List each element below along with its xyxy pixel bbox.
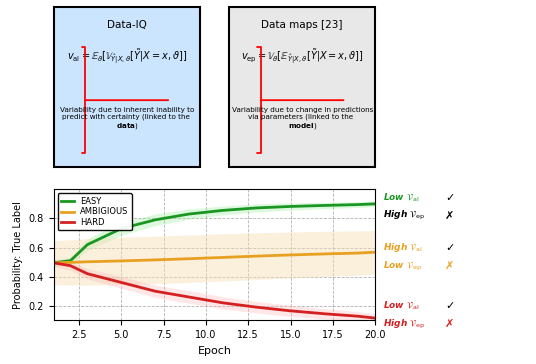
AMBIGIOUS <box>321 252 327 256</box>
AMBIGIOUS <box>287 253 294 257</box>
AMBIGIOUS <box>186 257 192 261</box>
Text: ✗: ✗ <box>445 319 454 329</box>
Text: ✓: ✓ <box>445 193 454 203</box>
Text: Variability due to change in predictions
via parameters (linked to the 
$\mathbf: Variability due to change in predictions… <box>232 107 373 131</box>
HARD <box>321 312 327 316</box>
Line: EASY: EASY <box>54 204 375 263</box>
Y-axis label: Probability: True Label: Probability: True Label <box>13 201 23 309</box>
Text: $v_{\mathrm{ep}} = \mathbb{V}_{\vartheta}[\mathbb{E}_{\hat{Y}|X,\vartheta}[\tild: $v_{\mathrm{ep}} = \mathbb{V}_{\vartheta… <box>241 47 363 66</box>
EASY <box>84 242 91 247</box>
HARD <box>372 316 378 320</box>
FancyBboxPatch shape <box>54 7 200 167</box>
AMBIGIOUS <box>50 261 57 265</box>
Text: High $\mathcal{V}_{\mathrm{ep}}$: High $\mathcal{V}_{\mathrm{ep}}$ <box>383 318 425 331</box>
EASY <box>186 212 192 216</box>
AMBIGIOUS <box>118 259 124 263</box>
EASY <box>254 206 260 210</box>
Text: $v_{\mathrm{al}} = \mathbb{E}_{\vartheta}[\mathbb{V}_{\hat{Y}|X,\vartheta}[\tild: $v_{\mathrm{al}} = \mathbb{E}_{\vartheta… <box>67 47 187 66</box>
AMBIGIOUS <box>355 251 361 255</box>
EASY <box>152 218 158 222</box>
EASY <box>220 208 226 213</box>
EASY <box>372 202 378 206</box>
HARD <box>68 264 74 268</box>
AMBIGIOUS <box>152 258 158 262</box>
Text: ✗: ✗ <box>445 211 454 221</box>
HARD <box>50 261 57 265</box>
Text: ✗: ✗ <box>445 261 454 271</box>
HARD <box>355 314 361 318</box>
AMBIGIOUS <box>254 254 260 258</box>
HARD <box>186 295 192 299</box>
HARD <box>220 301 226 305</box>
HARD <box>152 289 158 293</box>
EASY <box>355 202 361 207</box>
X-axis label: Epoch: Epoch <box>197 345 232 356</box>
Text: Variability due to inherent inability to
predict with certainty (linked to the 
: Variability due to inherent inability to… <box>59 107 194 131</box>
Text: ✓: ✓ <box>445 243 454 253</box>
FancyBboxPatch shape <box>229 7 375 167</box>
EASY <box>321 203 327 207</box>
AMBIGIOUS <box>84 260 91 264</box>
HARD <box>287 309 294 313</box>
AMBIGIOUS <box>68 260 74 265</box>
HARD <box>254 305 260 309</box>
Text: High $\mathcal{V}_{\mathrm{ep}}$: High $\mathcal{V}_{\mathrm{ep}}$ <box>383 209 425 222</box>
Text: Low $\mathcal{V}_{\mathrm{al}}$: Low $\mathcal{V}_{\mathrm{al}}$ <box>383 191 420 204</box>
EASY <box>68 258 74 263</box>
HARD <box>84 272 91 276</box>
Text: Data-IQ: Data-IQ <box>107 20 147 30</box>
HARD <box>118 280 124 285</box>
EASY <box>50 261 57 265</box>
Text: High $\mathcal{V}_{\mathrm{al}}$: High $\mathcal{V}_{\mathrm{al}}$ <box>383 241 423 254</box>
AMBIGIOUS <box>220 255 226 260</box>
EASY <box>118 226 124 231</box>
Legend: EASY, AMBIGIOUS, HARD: EASY, AMBIGIOUS, HARD <box>58 193 132 230</box>
Line: HARD: HARD <box>54 263 375 318</box>
Text: Low $\mathcal{V}_{\mathrm{ep}}$: Low $\mathcal{V}_{\mathrm{ep}}$ <box>383 260 422 273</box>
Text: ✓: ✓ <box>445 301 454 311</box>
AMBIGIOUS <box>372 250 378 254</box>
Text: Data maps [23]: Data maps [23] <box>262 20 343 30</box>
Line: AMBIGIOUS: AMBIGIOUS <box>54 252 375 263</box>
Text: Low $\mathcal{V}_{\mathrm{al}}$: Low $\mathcal{V}_{\mathrm{al}}$ <box>383 300 420 312</box>
EASY <box>287 204 294 209</box>
